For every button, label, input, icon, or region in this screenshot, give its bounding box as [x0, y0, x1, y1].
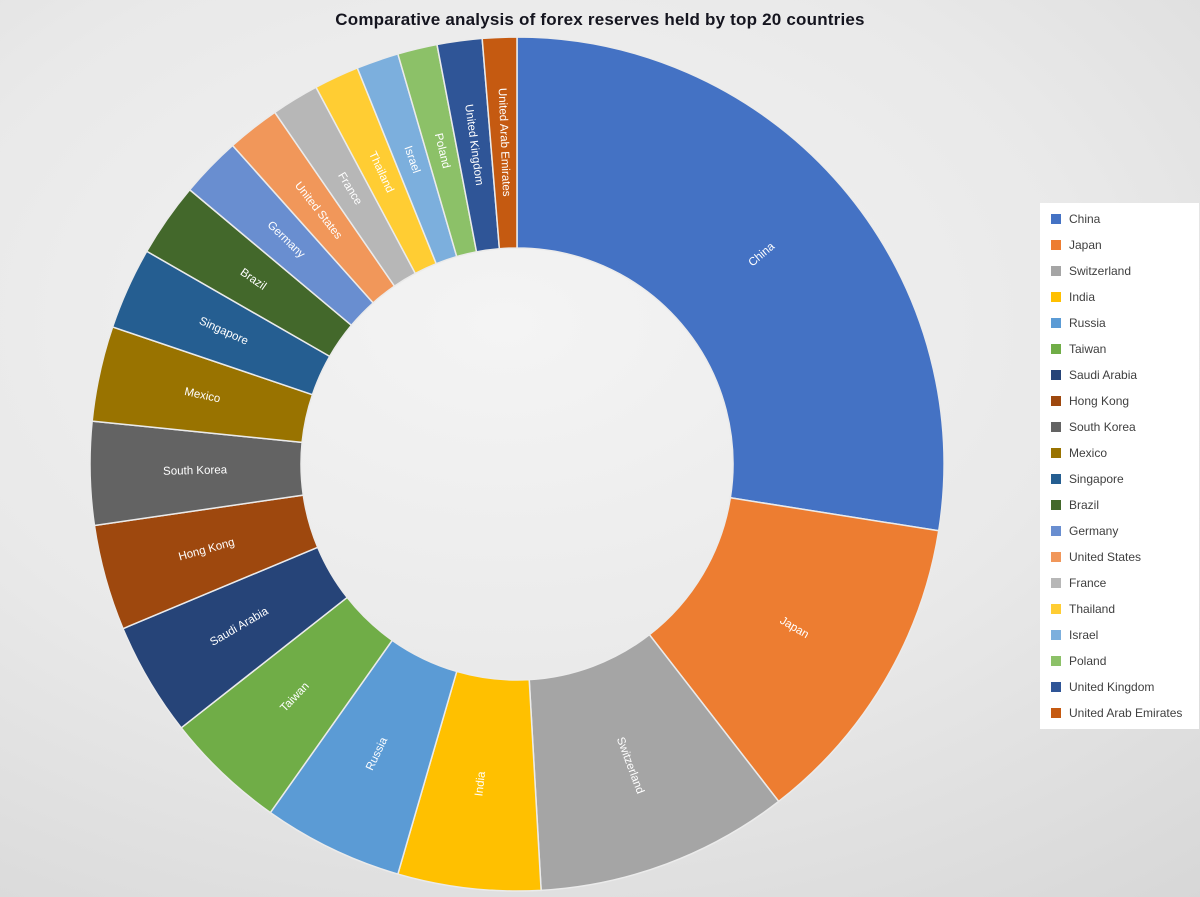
legend-swatch-united-kingdom: [1051, 682, 1061, 692]
legend-item-japan: Japan: [1040, 232, 1199, 258]
legend-item-russia: Russia: [1040, 310, 1199, 336]
legend-swatch-brazil: [1051, 500, 1061, 510]
legend-label: Russia: [1069, 316, 1106, 330]
legend-swatch-united-states: [1051, 552, 1061, 562]
legend-item-switzerland: Switzerland: [1040, 258, 1199, 284]
legend-item-saudi-arabia: Saudi Arabia: [1040, 362, 1199, 388]
legend-swatch-france: [1051, 578, 1061, 588]
legend-item-hong-kong: Hong Kong: [1040, 388, 1199, 414]
legend-label: Mexico: [1069, 446, 1108, 460]
legend-item-united-arab-emirates: United Arab Emirates: [1040, 700, 1199, 726]
chart-legend: China Japan Switzerland India Russia Taiwan Sa…: [1040, 203, 1199, 729]
legend-swatch-switzerland: [1051, 266, 1061, 276]
legend-label: Thailand: [1069, 602, 1116, 616]
legend-item-brazil: Brazil: [1040, 492, 1199, 518]
legend-label: United States: [1069, 550, 1142, 564]
legend-item-united-states: United States: [1040, 544, 1199, 570]
legend-label: India: [1069, 290, 1096, 304]
legend-swatch-mexico: [1051, 448, 1061, 458]
legend-swatch-germany: [1051, 526, 1061, 536]
legend-label: United Arab Emirates: [1069, 706, 1183, 720]
legend-swatch-poland: [1051, 656, 1061, 666]
legend-label: Israel: [1069, 628, 1099, 642]
legend-swatch-israel: [1051, 630, 1061, 640]
legend-swatch-south-korea: [1051, 422, 1061, 432]
legend-label: China: [1069, 212, 1101, 226]
legend-swatch-saudi-arabia: [1051, 370, 1061, 380]
legend-item-india: India: [1040, 284, 1199, 310]
legend-item-taiwan: Taiwan: [1040, 336, 1199, 362]
legend-swatch-hong-kong: [1051, 396, 1061, 406]
legend-label: Japan: [1069, 238, 1102, 252]
chart-title: Comparative analysis of forex reserves h…: [335, 10, 865, 29]
legend-swatch-thailand: [1051, 604, 1061, 614]
legend-swatch-india: [1051, 292, 1061, 302]
slice-label-south-korea: South Korea: [163, 464, 228, 477]
legend-swatch-china: [1051, 214, 1061, 224]
legend-label: Singapore: [1069, 472, 1124, 486]
donut-slice-china: [516, 36, 945, 532]
legend-item-germany: Germany: [1040, 518, 1199, 544]
legend-item-israel: Israel: [1040, 622, 1199, 648]
legend-item-singapore: Singapore: [1040, 466, 1199, 492]
legend-swatch-singapore: [1051, 474, 1061, 484]
legend-label: Hong Kong: [1069, 394, 1130, 408]
legend-label: Taiwan: [1069, 342, 1107, 356]
legend-item-mexico: Mexico: [1040, 440, 1199, 466]
legend-label: Germany: [1069, 524, 1119, 538]
legend-label: Switzerland: [1069, 264, 1132, 278]
legend-item-united-kingdom: United Kingdom: [1040, 674, 1199, 700]
legend-label: Saudi Arabia: [1069, 368, 1138, 382]
slice-label-india: India: [473, 770, 488, 797]
legend-item-south-korea: South Korea: [1040, 414, 1199, 440]
donut-slice-united-arab-emirates: [481, 36, 518, 250]
legend-swatch-russia: [1051, 318, 1061, 328]
legend-label: Poland: [1069, 654, 1107, 668]
slice-label-united-arab-emirates: United Arab Emirates: [496, 88, 512, 197]
legend-swatch-taiwan: [1051, 344, 1061, 354]
donut-slice-japan: [648, 497, 940, 803]
legend-item-thailand: Thailand: [1040, 596, 1199, 622]
legend-label: South Korea: [1069, 420, 1136, 434]
legend-swatch-united-arab-emirates: [1051, 708, 1061, 718]
legend-item-china: China: [1040, 206, 1199, 232]
legend-label: France: [1069, 576, 1107, 590]
legend-label: Brazil: [1069, 498, 1100, 512]
legend-swatch-japan: [1051, 240, 1061, 250]
legend-label: United Kingdom: [1069, 680, 1155, 694]
legend-item-poland: Poland: [1040, 648, 1199, 674]
legend-item-france: France: [1040, 570, 1199, 596]
